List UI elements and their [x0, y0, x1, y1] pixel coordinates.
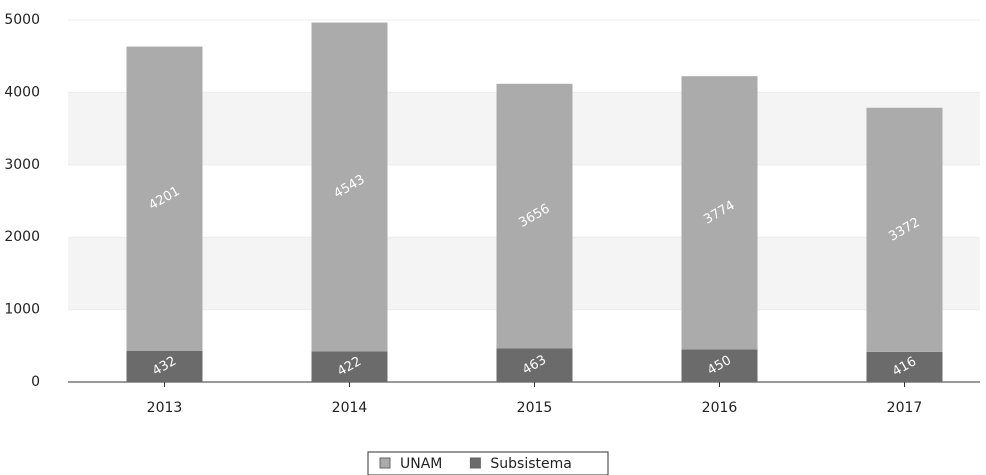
legend: UNAM Subsistema: [367, 451, 609, 475]
bar-segment: [866, 107, 943, 352]
y-tick-label: 2000: [4, 229, 40, 245]
bar-segment: [866, 351, 943, 382]
legend-swatch: [469, 457, 481, 469]
bar-segment: [126, 350, 203, 382]
y-tick-label: 0: [31, 374, 40, 390]
y-tick-label: 3000: [4, 157, 40, 173]
bar-segment: [496, 83, 573, 349]
bar-segment: [126, 46, 203, 351]
bar-segment: [681, 349, 758, 382]
x-tick-label: 2014: [332, 400, 368, 416]
y-tick-label: 4000: [4, 84, 40, 100]
x-tick-label: 2016: [702, 400, 738, 416]
bar-segment: [496, 348, 573, 382]
x-tick-label: 2017: [887, 400, 923, 416]
legend-box: [367, 451, 609, 475]
bar-segment: [311, 351, 388, 382]
y-tick-label: 1000: [4, 302, 40, 318]
legend-swatch: [379, 457, 391, 469]
x-tick-label: 2015: [517, 400, 553, 416]
bar-segment: [681, 76, 758, 350]
bar-segment: [311, 22, 388, 352]
y-tick-label: 5000: [4, 12, 40, 28]
legend-label: UNAM: [400, 456, 442, 472]
legend-label: Subsistema: [490, 456, 571, 472]
x-tick-label: 2013: [147, 400, 183, 416]
